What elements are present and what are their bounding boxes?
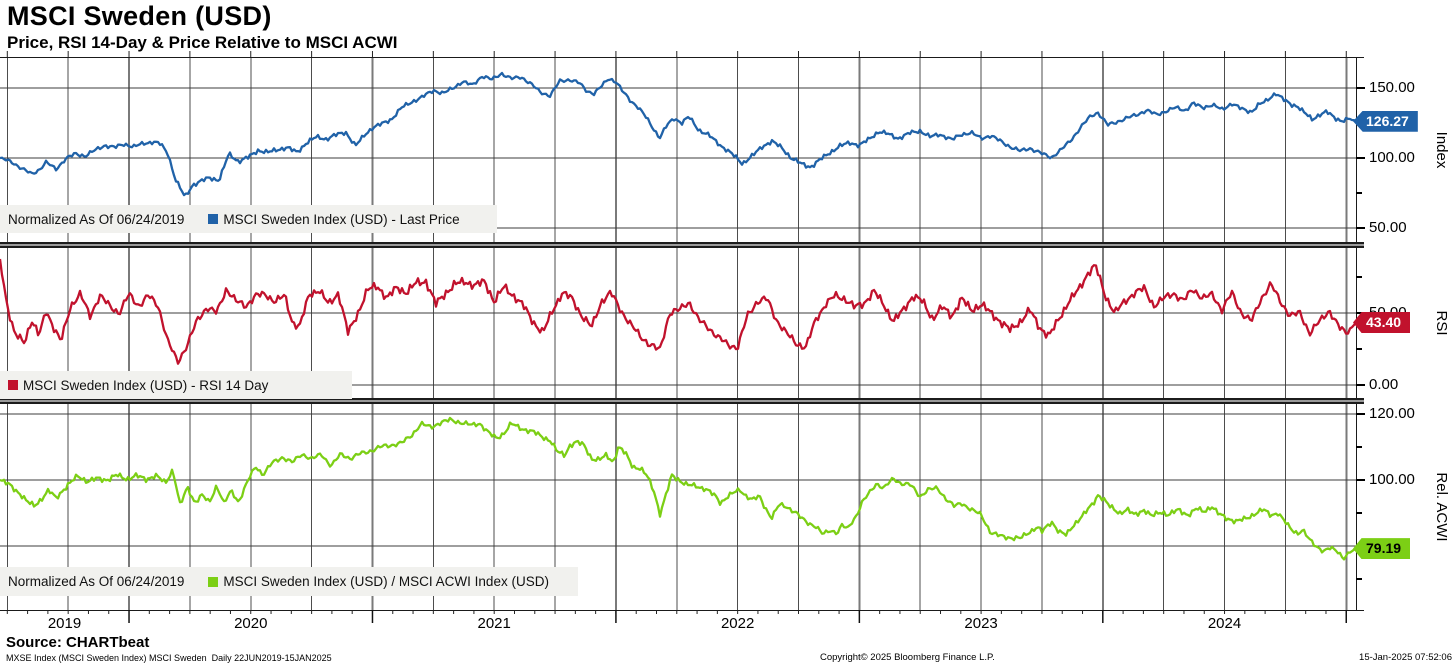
panel-index[interactable] <box>0 57 1356 243</box>
plot-area[interactable] <box>0 247 1356 399</box>
rsi-line <box>0 258 1356 365</box>
gridlines <box>0 57 1356 243</box>
relative-series-swatch-icon <box>208 576 219 587</box>
panel-separator <box>0 398 1364 404</box>
legend-item-rsi-label: MSCI Sweden Index (USD) - RSI 14 Day <box>23 377 269 393</box>
source-label: Source: CHARTbeat <box>6 634 150 651</box>
plot-area[interactable] <box>0 403 1356 610</box>
last-value-tag: 43.40 <box>1353 312 1411 333</box>
chart-meta: MXSE Index (MSCI Sweden Index) MSCI Swed… <box>6 653 332 663</box>
legend-price[interactable]: Normalized As Of 06/24/2019 MSCI Sweden … <box>0 205 497 233</box>
legend-item-price[interactable]: MSCI Sweden Index (USD) - Last Price <box>208 211 460 227</box>
normalized-note-relative: Normalized As Of 06/24/2019 <box>8 574 185 589</box>
y-minor-tick <box>1356 446 1362 448</box>
plot-top-border <box>0 57 1364 58</box>
x-tick-label-2020: 2020 <box>234 615 268 632</box>
legend-rsi[interactable]: MSCI Sweden Index (USD) - RSI 14 Day <box>0 371 352 399</box>
plot-bottom-border <box>0 610 1364 611</box>
axis-title-rsi: RSI <box>1433 310 1450 336</box>
y-major-tick <box>1356 384 1365 386</box>
timestamp: 15-Jan-2025 07:52:06 <box>1359 652 1452 663</box>
y-tick-label: 100.00 <box>1369 471 1415 488</box>
x-tick-label-2019: 2019 <box>47 615 82 632</box>
page-title: MSCI Sweden (USD) <box>7 1 272 31</box>
panel-rel-acwi[interactable] <box>0 403 1356 610</box>
relative-line <box>0 416 1356 561</box>
normalized-note-price: Normalized As Of 06/24/2019 <box>8 211 185 227</box>
price-series-swatch-icon <box>208 214 219 224</box>
x-axis: 2019 2020 2021 2022 2023 2024 <box>0 610 1456 642</box>
price-line <box>0 71 1356 197</box>
y-major-tick <box>1356 87 1365 89</box>
gridlines <box>0 403 1356 610</box>
legend-item-relative[interactable]: MSCI Sweden Index (USD) / MSCI ACWI Inde… <box>208 574 549 589</box>
y-minor-tick <box>1356 276 1362 278</box>
last-value-tag: 79.19 <box>1353 538 1411 560</box>
rsi-series-swatch-icon <box>8 380 18 390</box>
y-tick-label: 150.00 <box>1369 79 1415 96</box>
plot-right-border <box>1356 57 1357 610</box>
legend-relative[interactable]: Normalized As Of 06/24/2019 MSCI Sweden … <box>0 567 578 596</box>
y-tick-label: 0.00 <box>1369 376 1399 393</box>
y-minor-tick <box>1356 192 1362 194</box>
y-tick-label: 100.00 <box>1369 149 1415 166</box>
x-tick-label-2023: 2023 <box>964 615 998 632</box>
y-minor-tick <box>1356 578 1362 580</box>
panel-separator <box>0 242 1364 248</box>
legend-item-price-label: MSCI Sweden Index (USD) - Last Price <box>223 211 460 227</box>
y-major-tick <box>1356 413 1365 415</box>
y-major-tick <box>1356 479 1365 481</box>
x-tick-label-2022: 2022 <box>720 615 755 632</box>
axis-title-index: Index <box>1433 131 1450 169</box>
x-tick-label-2021: 2021 <box>477 615 511 632</box>
y-tick-label: 120.00 <box>1369 405 1415 422</box>
x-tick-label-2024: 2024 <box>1207 615 1242 632</box>
right-axis-layer: 150.00100.0050.00Index126.2750.000.00RSI… <box>1353 0 1456 665</box>
y-minor-tick <box>1356 512 1362 514</box>
y-major-tick <box>1356 227 1365 229</box>
copyright-text: Copyright© 2025 Bloomberg Finance L.P. <box>820 652 995 663</box>
page-subtitle: Price, RSI 14-Day & Price Relative to MS… <box>7 33 398 52</box>
axis-title-rel-acwi: Rel. ACWI <box>1433 471 1450 542</box>
y-major-tick <box>1356 157 1365 159</box>
y-minor-tick <box>1356 348 1362 350</box>
legend-item-relative-label: MSCI Sweden Index (USD) / MSCI ACWI Inde… <box>223 574 549 589</box>
y-major-tick <box>1356 312 1365 314</box>
y-tick-label: 50.00 <box>1369 219 1407 236</box>
last-value-tag: 126.27 <box>1353 110 1418 132</box>
plot-area[interactable] <box>0 57 1356 243</box>
top-axis-ticks <box>6 51 1347 57</box>
panel-rsi[interactable] <box>0 247 1356 399</box>
legend-item-rsi[interactable]: MSCI Sweden Index (USD) - RSI 14 Day <box>8 378 268 393</box>
x-axis-ticks <box>6 610 1348 623</box>
